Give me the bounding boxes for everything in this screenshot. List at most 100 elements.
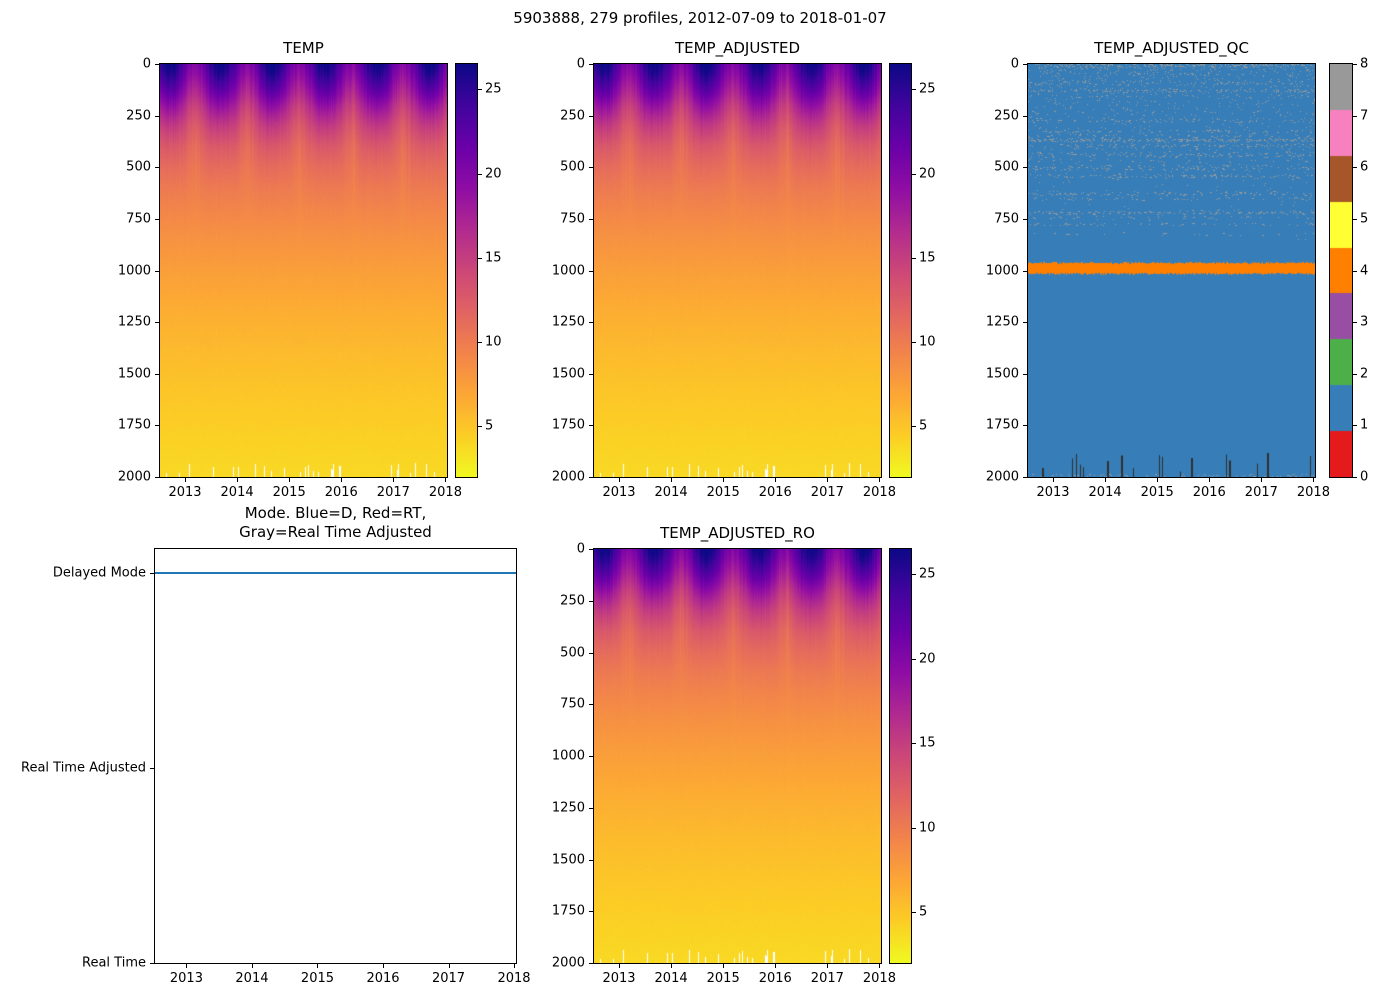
y-tick-label: 1000 <box>985 263 1019 278</box>
tick-mark <box>478 173 482 175</box>
temp-adjusted-ro-colorbar-gradient <box>890 549 911 963</box>
tick-mark <box>912 426 916 428</box>
y-tick-label: 1500 <box>985 366 1019 382</box>
tick-mark <box>589 270 593 272</box>
temp-adjusted-heatmap <box>594 64 881 477</box>
temp-adjusted-ro-colorbar <box>889 548 912 964</box>
y-tick-label: 500 <box>126 159 151 175</box>
tick-mark <box>589 64 593 65</box>
colorbar-tick-label: 5 <box>919 904 928 920</box>
y-tick-label: Real Time <box>82 955 146 971</box>
colorbar-tick-label: 0 <box>1360 469 1369 485</box>
tick-mark <box>589 911 593 913</box>
colorbar-tick-label: 6 <box>1360 159 1369 175</box>
colorbar-tick-label: 25 <box>919 81 936 97</box>
colorbar-tick-label: 10 <box>919 820 936 836</box>
colorbar-tick-label: 15 <box>485 250 502 266</box>
y-tick-label: 1250 <box>985 314 1019 330</box>
colorbar-tick-label: 5 <box>919 418 928 434</box>
tick-mark <box>383 964 384 968</box>
tick-mark <box>879 478 881 482</box>
tick-mark <box>589 756 593 757</box>
tick-mark <box>1353 373 1357 375</box>
x-tick-label: 2016 <box>758 971 792 986</box>
colorbar-tick-label: 5 <box>485 418 494 434</box>
tick-mark <box>1023 477 1027 478</box>
tick-mark <box>478 426 482 428</box>
x-tick-label: 2017 <box>810 971 844 986</box>
tick-mark <box>150 573 154 574</box>
temp-adjusted-qc-heatmap <box>1028 64 1315 477</box>
y-tick-label: 1750 <box>985 417 1019 433</box>
tick-mark <box>393 478 395 482</box>
temp-colorbar-gradient <box>456 64 477 477</box>
tick-mark <box>775 478 777 482</box>
tick-mark <box>589 963 593 964</box>
tick-mark <box>478 342 482 344</box>
tick-mark <box>1353 322 1357 324</box>
y-tick-label: 2000 <box>551 955 585 971</box>
tick-mark <box>155 373 159 375</box>
x-tick-label: 2016 <box>1192 485 1226 500</box>
x-tick-label: 2018 <box>862 485 896 500</box>
tick-mark <box>1209 478 1211 482</box>
temp-colorbar <box>455 63 478 478</box>
tick-mark <box>251 964 253 968</box>
y-tick-label: 1000 <box>117 263 151 278</box>
y-tick-label: 250 <box>560 108 585 124</box>
tick-mark <box>1023 373 1027 375</box>
temp-adjusted-ro-axes <box>593 548 882 964</box>
colorbar-tick-label: 1 <box>1360 417 1369 433</box>
mode-axes <box>154 548 517 964</box>
mode-title-line-2: Gray=Real Time Adjusted <box>239 523 432 541</box>
x-tick-label: 2014 <box>235 971 269 986</box>
temp-adjusted-title: TEMP_ADJUSTED <box>674 39 801 57</box>
x-tick-label: 2015 <box>706 485 740 500</box>
tick-mark <box>155 167 159 169</box>
tick-mark <box>671 964 673 968</box>
y-tick-label: 0 <box>142 56 151 72</box>
x-tick-label: 2018 <box>428 485 462 500</box>
tick-mark <box>317 964 319 968</box>
tick-mark <box>912 89 916 91</box>
tick-mark <box>185 478 186 482</box>
tick-mark <box>445 478 447 482</box>
y-tick-label: 1750 <box>551 903 585 919</box>
tick-mark <box>589 549 593 550</box>
y-tick-label: 0 <box>1010 56 1019 72</box>
tick-mark <box>1261 478 1263 482</box>
colorbar-tick-label: 7 <box>1360 108 1369 124</box>
tick-mark <box>1023 270 1027 272</box>
colorbar-tick-label: 3 <box>1360 314 1369 330</box>
temp-adjusted-ro-title: TEMP_ADJUSTED_RO <box>660 524 815 542</box>
tick-mark <box>671 478 673 482</box>
tick-mark <box>775 964 777 968</box>
temp-heatmap <box>160 64 447 477</box>
tick-mark <box>237 478 239 482</box>
y-tick-label: 750 <box>994 211 1019 227</box>
tick-mark <box>589 373 593 375</box>
tick-mark <box>619 964 620 968</box>
tick-mark <box>879 964 881 968</box>
tick-mark <box>1023 322 1027 324</box>
y-tick-label: 500 <box>994 159 1019 175</box>
tick-mark <box>1105 478 1107 482</box>
y-tick-label: 250 <box>560 593 585 609</box>
tick-mark <box>155 477 159 478</box>
temp-adjusted-colorbar <box>889 63 912 478</box>
y-tick-label: Delayed Mode <box>52 565 146 581</box>
temp-adjusted-qc-axes <box>1027 63 1316 478</box>
tick-mark <box>912 173 916 175</box>
tick-mark <box>155 64 159 65</box>
x-tick-label: 2015 <box>706 971 740 986</box>
tick-mark <box>827 964 829 968</box>
tick-mark <box>1353 115 1357 117</box>
x-tick-label: 2017 <box>810 485 844 500</box>
tick-mark <box>589 859 593 861</box>
tick-mark <box>589 600 593 602</box>
colorbar-tick-label: 20 <box>919 651 936 667</box>
tick-mark <box>912 658 916 660</box>
tick-mark <box>448 964 450 968</box>
y-tick-label: 2000 <box>985 469 1019 485</box>
